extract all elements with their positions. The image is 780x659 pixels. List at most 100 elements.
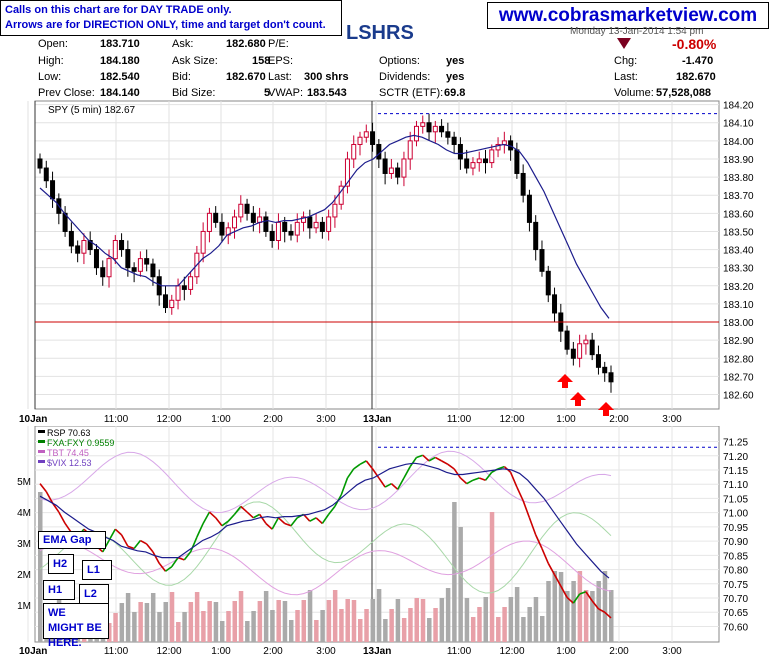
price-candle-body bbox=[37, 158, 43, 169]
price-candle-body bbox=[131, 267, 137, 272]
rsp-price-segment bbox=[152, 551, 160, 564]
rsp-price-segment bbox=[534, 534, 543, 549]
price-x-tick-label: 2:00 bbox=[263, 414, 283, 425]
price-y-tick-label: 183.90 bbox=[723, 155, 754, 166]
website-banner[interactable]: www.cobrasmarketview.com bbox=[487, 2, 769, 29]
rsp-x-tick-label: 3:00 bbox=[662, 646, 682, 657]
volume-bar bbox=[546, 581, 551, 642]
rsp-price-segment bbox=[497, 465, 505, 470]
price-candle-body bbox=[263, 216, 269, 232]
rsp-price-segment bbox=[202, 511, 211, 524]
rsp-x-tick-label: 12:00 bbox=[156, 646, 181, 657]
low-value: 182.540 bbox=[100, 71, 140, 83]
volume-bar bbox=[565, 591, 570, 642]
rsp-price-segment bbox=[277, 517, 286, 525]
volume-bar bbox=[420, 599, 426, 642]
price-y-tick-label: 183.00 bbox=[723, 318, 754, 329]
volume-value: 57,528,088 bbox=[656, 87, 712, 99]
rsp-price-segment bbox=[265, 522, 273, 530]
rsp-y-tick-label: 71.05 bbox=[723, 494, 748, 505]
volume-bar bbox=[433, 608, 438, 642]
volume-tick-label: 1M bbox=[17, 601, 31, 612]
price-candle-body bbox=[426, 122, 432, 133]
rsp-price-segment bbox=[359, 460, 367, 465]
price-candle-body bbox=[213, 212, 219, 223]
h1-label: H1 bbox=[43, 580, 75, 600]
price-y-tick-label: 183.80 bbox=[723, 173, 754, 184]
volume-bar bbox=[364, 609, 369, 642]
eps-label: EPS: bbox=[268, 55, 294, 67]
price-candle-body bbox=[489, 149, 495, 164]
volume-bar bbox=[483, 597, 489, 642]
price-candle-body bbox=[445, 131, 451, 138]
volume-bar bbox=[521, 617, 526, 642]
rsp-price-segment bbox=[453, 468, 462, 479]
volume-bar bbox=[445, 588, 451, 642]
volume-bar bbox=[295, 610, 300, 642]
low-label: Low: bbox=[38, 71, 62, 83]
rsp-price-segment bbox=[221, 520, 229, 527]
price-candle-body bbox=[357, 136, 363, 145]
vix-line bbox=[39, 540, 612, 596]
price-x-tick-label: 2:00 bbox=[609, 414, 629, 425]
price-candle-body bbox=[501, 140, 507, 145]
rsp-price-segment bbox=[428, 456, 436, 462]
vwap-value: 183.543 bbox=[307, 87, 347, 99]
rsp-y-tick-label: 71.25 bbox=[723, 438, 748, 449]
options-value: yes bbox=[446, 55, 465, 67]
rsp-y-tick-label: 70.80 bbox=[723, 566, 748, 577]
volume-bar bbox=[345, 599, 350, 642]
volume-bar bbox=[176, 622, 181, 642]
volume-bar bbox=[119, 603, 125, 642]
volume-bar bbox=[219, 621, 225, 642]
price-candle-body bbox=[332, 203, 338, 218]
volume-bar bbox=[207, 601, 212, 642]
price-candle-body bbox=[495, 143, 501, 151]
rsp-price-segment bbox=[309, 517, 317, 522]
volume-bar bbox=[107, 623, 112, 642]
ema-gap-label: EMA Gap bbox=[38, 531, 106, 549]
rsp-price-segment bbox=[509, 471, 518, 488]
rsp-price-segment bbox=[227, 513, 236, 522]
rsp-legend-swatch bbox=[38, 430, 45, 433]
volume-bar bbox=[414, 598, 419, 642]
rsp-price-segment bbox=[233, 505, 242, 515]
price-x-tick-label: 11:00 bbox=[447, 414, 472, 425]
price-candle-body bbox=[514, 149, 520, 174]
tbt-line bbox=[39, 450, 612, 514]
volume-bar bbox=[508, 597, 514, 642]
price-candle-body bbox=[583, 339, 589, 345]
price-candle-body bbox=[382, 158, 388, 174]
price-candle-body bbox=[282, 221, 288, 232]
price-candle-body bbox=[589, 339, 595, 356]
rsp-price-segment bbox=[290, 517, 298, 527]
volume-bar bbox=[383, 619, 388, 642]
price-x-tick-label: 13Jan bbox=[363, 414, 391, 425]
price-y-tick-label: 182.60 bbox=[723, 391, 754, 402]
price-candle-body bbox=[307, 216, 313, 229]
rsp-price-segment bbox=[120, 534, 129, 547]
rsp-price-segment bbox=[403, 466, 411, 479]
rsp-price-segment bbox=[553, 574, 562, 587]
price-candle-body bbox=[137, 258, 143, 272]
date-text: Monday 13-Jan-2014 1:54 pm bbox=[570, 26, 704, 37]
rsp-price-segment bbox=[252, 513, 260, 519]
price-candle-body bbox=[526, 194, 532, 223]
price-candle-body bbox=[363, 131, 369, 138]
volume-bar bbox=[477, 607, 482, 642]
volume-tick-label: 3M bbox=[17, 539, 31, 550]
rsp-price-segment bbox=[177, 556, 185, 561]
price-candle-body bbox=[169, 299, 175, 309]
rsp-price-segment bbox=[240, 505, 248, 513]
rsp-price-segment bbox=[604, 611, 612, 619]
ticker-symbol: LSHRS bbox=[346, 22, 414, 44]
price-candle-body bbox=[219, 221, 225, 236]
price-y-tick-label: 184.20 bbox=[723, 101, 754, 112]
price-y-tick-label: 183.10 bbox=[723, 300, 754, 311]
rsp-price-segment bbox=[171, 557, 179, 568]
rsp-price-segment bbox=[365, 460, 374, 470]
up-arrow-icon bbox=[557, 374, 573, 388]
price-candle-body bbox=[188, 276, 194, 290]
volume-bar bbox=[226, 611, 231, 642]
up-arrow-icon bbox=[598, 402, 614, 416]
